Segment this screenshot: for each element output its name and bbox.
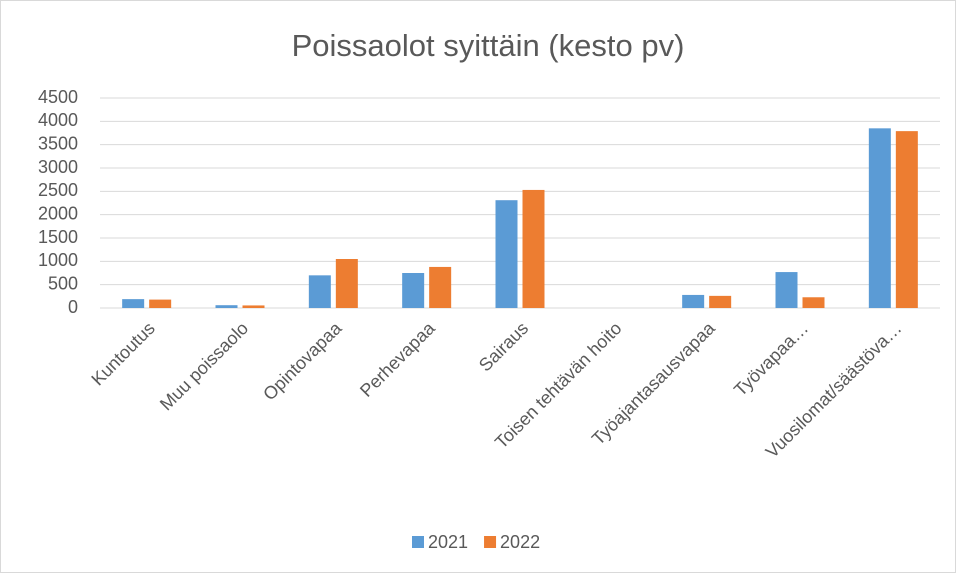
bar <box>775 272 798 308</box>
y-tick-label: 3500 <box>38 133 78 153</box>
bar <box>308 275 331 308</box>
y-tick-label: 4000 <box>38 110 78 130</box>
bar <box>402 273 425 308</box>
y-tick-label: 500 <box>48 273 78 293</box>
bar <box>335 259 358 308</box>
y-tick-label: 1000 <box>38 250 78 270</box>
chart-title: Poissaolot syittäin (kesto pv) <box>292 28 685 63</box>
y-tick-label: 1500 <box>38 227 78 247</box>
bar <box>802 297 825 308</box>
y-tick-label: 2000 <box>38 203 78 223</box>
legend-label: 2022 <box>500 532 540 552</box>
bar <box>122 299 145 308</box>
y-tick-label: 2500 <box>38 180 78 200</box>
bar <box>522 189 545 308</box>
y-tick-label: 3000 <box>38 157 78 177</box>
y-tick-label: 4500 <box>38 87 78 107</box>
bar <box>895 131 918 308</box>
bar <box>709 295 732 308</box>
legend-swatch <box>412 536 424 548</box>
bar <box>868 128 891 308</box>
y-tick-label: 0 <box>68 297 78 317</box>
legend-swatch <box>484 536 497 548</box>
bar <box>495 200 518 308</box>
bar <box>149 299 172 308</box>
bar <box>242 305 265 308</box>
legend-label: 2021 <box>428 532 468 552</box>
bar <box>682 294 705 308</box>
bar <box>429 266 452 308</box>
bar <box>215 305 238 308</box>
